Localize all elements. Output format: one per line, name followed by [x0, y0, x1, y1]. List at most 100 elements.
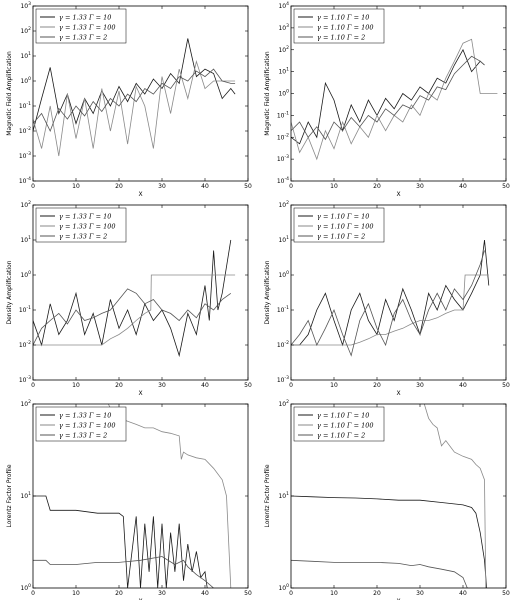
legend: γ = 1.10 Γ = 10 γ = 1.10 Γ = 100 γ = 1.10 …	[293, 207, 385, 243]
series-line-gamma_100	[291, 38, 498, 161]
x-tick-label: 50	[244, 590, 252, 597]
y-tick-label: 10-3	[277, 154, 289, 163]
x-tick-label: 40	[459, 590, 467, 597]
plot-frame	[32, 5, 249, 182]
x-tick-label: 20	[373, 183, 381, 190]
x-tick-label: 20	[115, 590, 123, 597]
legend-entry: γ = 1.33 Γ = 100	[59, 421, 116, 429]
legend-entry: γ = 1.10 Γ = 100	[317, 222, 374, 230]
plot-frame	[32, 204, 249, 381]
legend-entry: γ = 1.33 Γ = 10	[59, 13, 111, 21]
y-tick-label: 10-2	[19, 126, 31, 135]
x-tick-label: 40	[201, 183, 209, 190]
series-line-gamma_10	[33, 495, 208, 588]
x-axis-label: X	[138, 191, 142, 198]
y-tick-label: 101	[20, 235, 31, 244]
legend-entry: γ = 1.10 Γ = 100	[317, 23, 374, 31]
legend-entry: γ = 1.33 Γ = 100	[59, 222, 116, 230]
x-tick-label: 30	[158, 590, 166, 597]
y-tick-label: 10-3	[19, 375, 31, 384]
legend-entry: γ = 1.10 Γ = 100	[317, 421, 374, 429]
x-tick-label: 20	[373, 382, 381, 389]
x-tick-label: 0	[289, 590, 293, 597]
y-tick-label: 102	[20, 26, 31, 35]
x-tick-label: 10	[330, 183, 338, 190]
x-tick-label: 40	[201, 382, 209, 389]
series-line-gamma_100	[33, 59, 236, 157]
y-tick-label: 10-3	[19, 151, 31, 160]
y-tick-label: 10-2	[277, 340, 289, 349]
series-line-gamma_100	[33, 274, 236, 346]
series-line-gamma_100	[107, 404, 232, 588]
x-tick-label: 0	[31, 382, 35, 389]
x-tick-label: 30	[416, 183, 424, 190]
x-tick-label: 30	[416, 382, 424, 389]
y-tick-label: 10-1	[19, 101, 31, 110]
series-line-gamma_10	[291, 48, 485, 145]
legend-entry: γ = 1.33 Γ = 100	[59, 23, 116, 31]
x-tick-label: 30	[158, 382, 166, 389]
x-tick-label: 30	[158, 183, 166, 190]
x-tick-label: 0	[289, 183, 293, 190]
chart-panel-2: 0 10 20 30 40 50 10-4 10-3 10-2 10-1 100 101 102 103 1…	[264, 1, 510, 198]
y-tick-label: 101	[278, 491, 289, 500]
y-tick-label: 103	[20, 1, 31, 10]
y-tick-label: 100	[278, 89, 289, 98]
x-tick-label: 40	[201, 590, 209, 597]
x-tick-label: 50	[502, 590, 510, 597]
legend-entry: γ = 1.10 Γ = 10	[317, 13, 369, 21]
x-tick-label: 50	[244, 183, 252, 190]
y-tick-label: 10-4	[277, 176, 289, 185]
y-tick-label: 100	[20, 76, 31, 85]
series-line-gamma_2	[291, 559, 468, 588]
x-tick-label: 20	[115, 382, 123, 389]
legend-entry: γ = 1.10 Γ = 2	[317, 33, 365, 41]
x-tick-label: 10	[72, 183, 80, 190]
x-tick-label: 0	[31, 590, 35, 597]
x-axis-label: X	[396, 191, 400, 198]
x-tick-label: 50	[502, 382, 510, 389]
legend-entry: γ = 1.33 Γ = 2	[59, 33, 107, 41]
series-line-gamma_2	[33, 288, 232, 346]
y-tick-label: 103	[278, 23, 289, 32]
legend-entry: γ = 1.33 Γ = 2	[59, 232, 107, 240]
legend: γ = 1.33 Γ = 10 γ = 1.33 Γ = 100 γ = 1.33 …	[35, 207, 127, 243]
y-axis-label: Lorentz Factor Profile	[264, 464, 271, 527]
chart-panel-4: 0 10 20 30 40 50 10-3 10-2 10-1 100 101 102 X Density…	[264, 200, 510, 397]
y-tick-label: 102	[278, 45, 289, 54]
y-tick-label: 10-2	[277, 132, 289, 141]
y-tick-label: 10-1	[19, 305, 31, 314]
series-line-gamma_2	[33, 68, 236, 133]
y-tick-label: 10-4	[19, 176, 31, 185]
x-tick-label: 50	[502, 183, 510, 190]
y-tick-label: 101	[20, 51, 31, 60]
x-tick-label: 40	[459, 382, 467, 389]
y-tick-label: 100	[20, 270, 31, 279]
x-tick-label: 40	[459, 183, 467, 190]
chart-panel-5: 01020304050100101102XLorentz Factor Prof…	[6, 399, 252, 604]
y-tick-label: 10-3	[277, 375, 289, 384]
series-line-gamma_2	[291, 55, 485, 141]
chart-panel-6: 01020304050100101102XLorentz Factor Prof…	[264, 399, 510, 604]
x-tick-label: 0	[31, 183, 35, 190]
y-tick-label: 10-1	[277, 305, 289, 314]
x-tick-label: 50	[244, 382, 252, 389]
x-tick-label: 10	[330, 590, 338, 597]
x-tick-label: 0	[289, 382, 293, 389]
series-line-gamma_2	[291, 250, 485, 357]
series-line-gamma_10	[33, 38, 236, 132]
x-tick-label: 20	[115, 183, 123, 190]
y-axis-label: Density Amplification	[6, 260, 13, 324]
legend: γ = 1.33 Γ = 10 γ = 1.33 Γ = 100 γ = 1.33 …	[35, 406, 127, 442]
legend-entry: γ = 1.10 Γ = 10	[317, 212, 369, 220]
legend-entry: γ = 1.10 Γ = 2	[317, 232, 365, 240]
y-tick-label: 100	[20, 583, 31, 592]
series-line-gamma_100	[291, 274, 489, 346]
x-tick-label: 10	[72, 590, 80, 597]
y-axis-label: Density Amplification	[264, 260, 271, 324]
x-tick-label: 30	[416, 590, 424, 597]
y-tick-label: 101	[20, 491, 31, 500]
legend-entry: γ = 1.33 Γ = 2	[59, 431, 107, 439]
y-tick-label: 101	[278, 235, 289, 244]
